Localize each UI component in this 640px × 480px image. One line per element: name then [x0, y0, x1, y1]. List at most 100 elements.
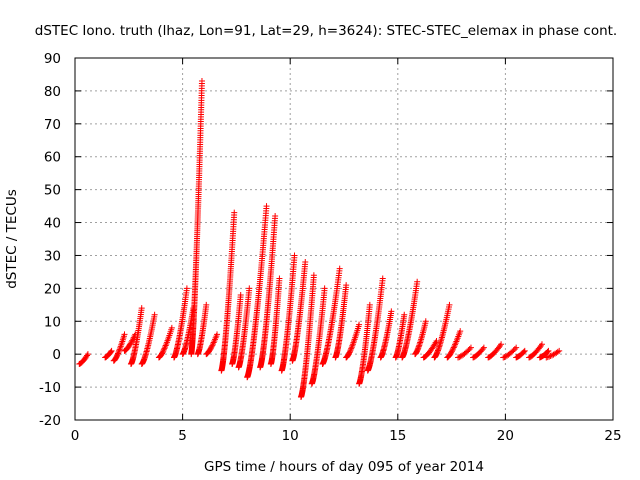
- arc-points: [218, 209, 238, 374]
- arc-points: [444, 328, 464, 361]
- arc-points: [170, 285, 190, 361]
- arc-points: [188, 78, 205, 358]
- arc-points: [102, 347, 115, 361]
- arc-points: [308, 285, 328, 387]
- arc-points: [229, 291, 244, 368]
- axis-ticks: 0 5 10 15 20 25 -20 -10 0 10 20 30 40 50 60 70 80 90: [39, 51, 622, 444]
- arc-12: [218, 209, 238, 374]
- x-tick-label: 25: [604, 428, 621, 444]
- arc-6: [155, 324, 175, 361]
- chart-title: dSTEC Iono. truth (lhaz, Lon=91, Lat=29,…: [35, 23, 617, 39]
- y-tick-label: 20: [44, 281, 61, 297]
- arc-4: [127, 305, 145, 368]
- arc-5: [138, 311, 158, 368]
- arc-13: [229, 291, 244, 368]
- y-tick-label: 70: [44, 117, 61, 133]
- arc-points: [356, 301, 373, 387]
- arc-18: [278, 252, 298, 374]
- arc-points: [257, 212, 279, 371]
- y-tick-label: 10: [44, 314, 61, 330]
- arc-33: [444, 328, 464, 361]
- arc-40: [536, 347, 552, 361]
- arc-31: [420, 338, 440, 361]
- arc-38: [513, 347, 528, 361]
- arc-points: [297, 272, 317, 400]
- arc-points: [127, 305, 145, 368]
- arc-16: [257, 212, 279, 371]
- y-tick-label: 90: [44, 51, 61, 67]
- arc-points: [203, 331, 221, 358]
- arc-points: [364, 275, 386, 374]
- arc-10: [194, 301, 210, 358]
- arc-points: [319, 265, 343, 368]
- arc-points: [485, 341, 505, 361]
- arc-points: [121, 331, 139, 354]
- arc-points: [412, 318, 429, 358]
- arc-22: [319, 265, 343, 368]
- arc-28: [392, 311, 408, 361]
- arc-points: [536, 347, 552, 361]
- arc-points: [343, 321, 363, 361]
- y-tick-label: 0: [52, 347, 61, 363]
- x-tick-label: 10: [282, 428, 299, 444]
- y-axis-label: dSTEC / TECUs: [4, 189, 20, 289]
- arc-23: [332, 282, 350, 361]
- y-tick-label: 30: [44, 248, 61, 264]
- arc-1: [102, 347, 115, 361]
- y-tick-label: 80: [44, 84, 61, 100]
- arc-24: [343, 321, 363, 361]
- arc-3: [121, 331, 139, 354]
- arc-36: [485, 341, 505, 361]
- arc-25: [356, 301, 373, 387]
- arc-27: [377, 308, 395, 361]
- arc-points: [470, 344, 487, 361]
- arc-32: [431, 301, 453, 361]
- y-tick-label: -10: [39, 380, 61, 396]
- arc-41: [543, 347, 563, 361]
- arc-19: [289, 259, 309, 364]
- arc-39: [526, 341, 545, 361]
- arc-points: [513, 347, 528, 361]
- arc-35: [470, 344, 487, 361]
- arc-37: [500, 344, 520, 361]
- arc-points: [235, 285, 253, 371]
- x-axis-label: GPS time / hours of day 095 of year 2014: [204, 459, 484, 475]
- arc-17: [267, 275, 283, 368]
- arc-points: [76, 351, 91, 368]
- arc-15: [244, 203, 270, 381]
- y-tick-label: 50: [44, 183, 61, 199]
- arc-points: [289, 259, 309, 364]
- arc-points: [244, 203, 270, 381]
- arc-26: [364, 275, 386, 374]
- arc-points: [267, 275, 283, 368]
- arc-points: [431, 301, 453, 361]
- arc-points: [392, 311, 408, 361]
- y-tick-label: 40: [44, 216, 61, 232]
- arc-points: [377, 308, 395, 361]
- y-tick-label: 60: [44, 150, 61, 166]
- arc-14: [235, 285, 253, 371]
- arc-9: [188, 78, 205, 358]
- arc-0: [76, 351, 91, 368]
- plot-frame: [74, 57, 614, 421]
- arc-points: [110, 331, 128, 364]
- arc-34: [455, 344, 474, 361]
- arc-points: [500, 344, 520, 361]
- arc-points: [194, 301, 210, 358]
- arc-points: [278, 252, 298, 374]
- x-tick-label: 5: [178, 428, 187, 444]
- x-tick-label: 15: [389, 428, 406, 444]
- x-tick-label: 0: [71, 428, 80, 444]
- data-points: [76, 78, 563, 400]
- x-tick-label: 20: [497, 428, 514, 444]
- arc-points: [455, 344, 474, 361]
- arc-2: [110, 331, 128, 364]
- arc-29: [399, 278, 421, 361]
- arc-points: [543, 347, 563, 361]
- arc-points: [138, 311, 158, 368]
- arc-points: [332, 282, 350, 361]
- arc-11: [203, 331, 221, 358]
- arc-points: [155, 324, 175, 361]
- arc-21: [308, 285, 328, 387]
